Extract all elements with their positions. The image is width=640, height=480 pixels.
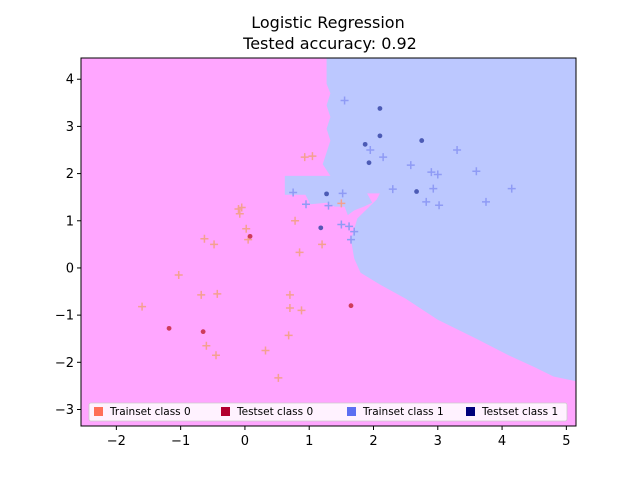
data-point bbox=[388, 185, 397, 194]
data-point bbox=[285, 290, 294, 299]
data-point bbox=[261, 346, 270, 355]
data-point bbox=[406, 161, 415, 170]
x-tick-label: −2 bbox=[107, 434, 126, 449]
data-point bbox=[345, 222, 354, 231]
data-point bbox=[507, 184, 516, 193]
data-point bbox=[138, 302, 147, 311]
y-axis: −3 −2 −1 0 1 2 3 4 bbox=[55, 73, 81, 418]
data-point bbox=[242, 224, 251, 233]
x-axis: −2 −1 0 1 2 3 4 5 bbox=[107, 426, 570, 449]
data-point bbox=[366, 160, 372, 166]
legend-swatch bbox=[221, 407, 230, 416]
legend-box bbox=[88, 402, 568, 422]
data-point bbox=[297, 306, 306, 315]
data-point bbox=[347, 235, 355, 244]
data-point bbox=[350, 227, 359, 236]
data-point bbox=[348, 303, 354, 309]
data-point bbox=[362, 141, 368, 147]
x-tick-label: 4 bbox=[498, 434, 506, 449]
data-point bbox=[197, 290, 206, 299]
data-point bbox=[414, 189, 419, 194]
data-point bbox=[237, 203, 246, 212]
data-point bbox=[200, 329, 206, 335]
y-tick-label: 2 bbox=[66, 167, 74, 182]
data-point bbox=[300, 153, 309, 162]
data-point bbox=[200, 234, 209, 243]
y-tick-label: 3 bbox=[66, 120, 74, 135]
data-point bbox=[337, 220, 346, 229]
y-tick-label: −1 bbox=[55, 309, 74, 324]
data-point bbox=[284, 331, 293, 340]
data-point bbox=[318, 225, 324, 231]
data-point bbox=[166, 325, 172, 331]
data-point bbox=[247, 233, 253, 239]
legend-swatch bbox=[347, 407, 356, 416]
class1-region bbox=[284, 58, 576, 382]
x-tick-label: 2 bbox=[369, 434, 377, 449]
data-point bbox=[324, 191, 329, 197]
data-point bbox=[433, 170, 442, 179]
chart-title: Logistic Regression bbox=[251, 13, 404, 32]
data-point bbox=[210, 240, 219, 249]
data-point bbox=[482, 197, 490, 206]
legend-swatch bbox=[94, 407, 103, 416]
data-point bbox=[213, 289, 222, 298]
data-point bbox=[308, 152, 317, 161]
x-tick-label: 5 bbox=[562, 434, 570, 449]
plot-frame bbox=[80, 57, 577, 427]
series-2 bbox=[289, 96, 516, 244]
plot-area: Trainset class 0 Testset class 0 Trainset … bbox=[80, 57, 577, 427]
data-point bbox=[295, 248, 304, 257]
data-point bbox=[235, 209, 244, 218]
data-point bbox=[289, 188, 298, 197]
data-point bbox=[427, 168, 436, 177]
data-point bbox=[338, 189, 347, 198]
series-0 bbox=[138, 152, 346, 382]
y-tick-label: 1 bbox=[66, 214, 74, 229]
data-point bbox=[377, 106, 383, 111]
x-tick-label: 3 bbox=[434, 434, 442, 449]
y-tick-label: 4 bbox=[66, 73, 74, 88]
data-point bbox=[274, 373, 283, 382]
series-1 bbox=[166, 233, 354, 335]
data-point bbox=[366, 146, 375, 154]
legend-label: Trainset class 1 bbox=[362, 406, 444, 418]
data-point bbox=[379, 153, 388, 162]
data-point bbox=[302, 200, 310, 209]
chart-subtitle: Tested accuracy: 0.92 bbox=[242, 34, 417, 53]
legend-label: Trainset class 0 bbox=[109, 406, 191, 418]
data-point bbox=[285, 304, 294, 313]
data-points bbox=[138, 96, 516, 382]
legend-label: Testset class 1 bbox=[481, 406, 558, 418]
data-point bbox=[453, 146, 462, 154]
data-point bbox=[340, 96, 349, 105]
legend-label: Testset class 0 bbox=[236, 406, 313, 418]
data-point bbox=[324, 201, 333, 210]
data-point bbox=[472, 167, 481, 176]
data-point bbox=[435, 201, 444, 210]
data-point bbox=[202, 341, 211, 350]
data-point bbox=[318, 240, 327, 249]
legend: Trainset class 0 Testset class 0 Trainset … bbox=[88, 402, 568, 422]
data-point bbox=[419, 138, 425, 143]
y-tick-label: 0 bbox=[66, 261, 74, 276]
y-tick-label: −2 bbox=[55, 356, 74, 371]
x-tick-label: 1 bbox=[305, 434, 313, 449]
data-point bbox=[174, 271, 183, 280]
data-point bbox=[337, 199, 346, 208]
data-point bbox=[377, 133, 383, 139]
data-point bbox=[422, 197, 431, 206]
y-tick-label: −3 bbox=[55, 403, 74, 418]
data-point bbox=[429, 184, 438, 193]
data-point bbox=[212, 351, 220, 360]
x-tick-label: 0 bbox=[241, 434, 249, 449]
x-tick-label: −1 bbox=[171, 434, 190, 449]
data-point bbox=[291, 216, 300, 225]
series-3 bbox=[318, 106, 425, 231]
legend-swatch bbox=[466, 407, 475, 416]
